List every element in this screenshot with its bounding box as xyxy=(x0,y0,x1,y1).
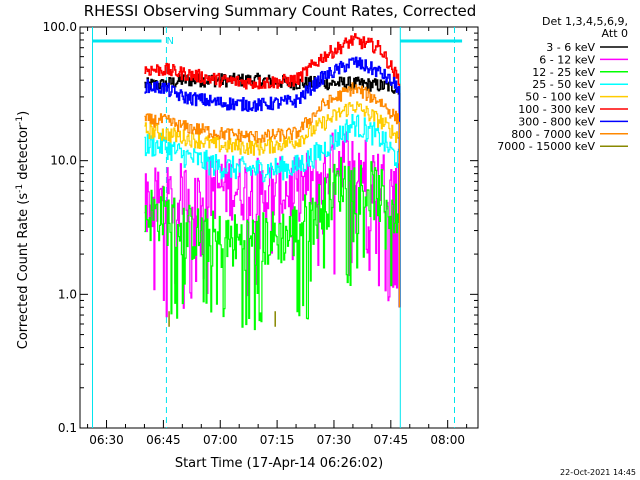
y-axis-label-sup1: -1 xyxy=(15,184,25,193)
series-trace xyxy=(144,131,400,318)
y-tick-label: 1.0 xyxy=(58,287,77,301)
x-tick-label: 08:00 xyxy=(430,433,465,447)
y-tick-label: 100.0 xyxy=(43,20,77,34)
x-tick-label: 07:30 xyxy=(317,433,352,447)
x-tick-label: 06:45 xyxy=(146,433,181,447)
legend-header-detectors: Det 1,3,4,5,6,9, xyxy=(542,15,628,28)
plot-frame xyxy=(79,26,479,429)
x-axis-label: Start Time (17-Apr-14 06:26:02) xyxy=(175,456,383,471)
series-trace xyxy=(144,33,401,308)
x-tick-label: 07:45 xyxy=(374,433,409,447)
y-axis-label-main: Corrected Count Rate (s xyxy=(16,193,31,350)
y-axis-label-end: ) xyxy=(16,111,31,116)
legend-entry-label: 12 - 25 keV xyxy=(532,66,595,79)
legend-entry-label: 300 - 800 keV xyxy=(518,115,595,128)
legend-entry-label: 6 - 12 keV xyxy=(539,53,595,66)
series-trace xyxy=(144,157,400,331)
legend-entry-label: 50 - 100 keV xyxy=(525,91,595,104)
x-tick-label: 06:30 xyxy=(89,433,124,447)
legend-entry-label: 3 - 6 keV xyxy=(546,41,595,54)
legend-entry-label: 25 - 50 keV xyxy=(532,78,595,91)
y-axis-label-mid: detector xyxy=(16,124,31,184)
legend-header-attenuator: Att 0 xyxy=(602,27,628,40)
x-tick-label: 07:00 xyxy=(203,433,238,447)
plot-area: 100.0 10.0 1.0 0.1 06:30 06:45 07:00 07:15 07:30… xyxy=(43,20,479,447)
series-trace xyxy=(144,82,400,308)
y-axis-label: Corrected Count Rate (s-1 detector-1) xyxy=(15,111,31,349)
legend-entry-label: 800 - 7000 keV xyxy=(511,128,595,141)
series-trace xyxy=(144,101,400,308)
legend-entry-label: 100 - 300 keV xyxy=(518,103,595,116)
footer-timestamp: 22-Oct-2021 14:45 xyxy=(560,468,636,477)
y-axis-label-sup2: -1 xyxy=(15,116,25,125)
night-marker-label: N xyxy=(166,36,173,47)
chart-title: RHESSI Observing Summary Count Rates, Co… xyxy=(84,2,477,20)
x-tick-label: 07:15 xyxy=(260,433,295,447)
legend-entry-label: 7000 - 15000 keV xyxy=(497,140,595,153)
series-trace xyxy=(144,56,401,308)
series-trace xyxy=(144,114,400,308)
y-tick-label: 0.1 xyxy=(58,421,77,435)
y-tick-label: 10.0 xyxy=(50,154,77,168)
